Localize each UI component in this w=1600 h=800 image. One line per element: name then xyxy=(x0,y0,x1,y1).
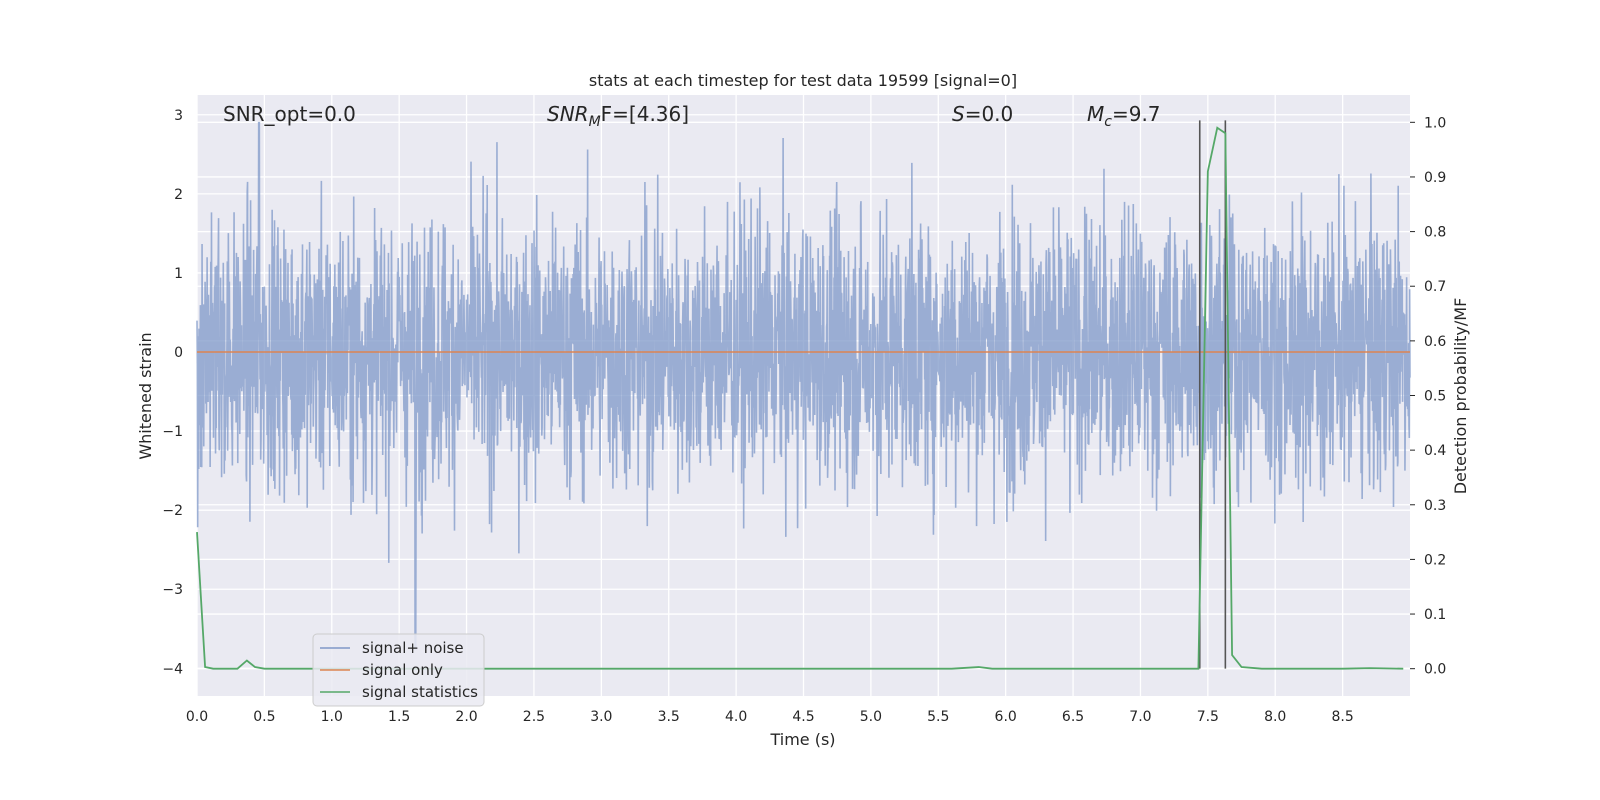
annotation-mc-value: =9.7 xyxy=(1112,102,1161,126)
y-axis-left-label: Whitened strain xyxy=(136,332,155,459)
y-right-tick-label: 0.6 xyxy=(1424,334,1446,350)
x-axis-label: Time (s) xyxy=(769,730,835,749)
y-axis-right-ticks: 0.0 0.1 0.2 0.3 0.4 0.5 0.6 0.7 0.8 0.9 1.0 xyxy=(1410,115,1446,678)
x-tick-label: 6.5 xyxy=(1062,709,1084,725)
chart-title: stats at each timestep for test data 195… xyxy=(589,71,1017,90)
y-left-tick-label: −1 xyxy=(162,424,183,440)
y-right-tick-label: 0.0 xyxy=(1424,662,1446,678)
annotation-s-label: S xyxy=(952,102,965,126)
annotation-mc-sub: c xyxy=(1104,114,1112,130)
x-tick-label: 4.5 xyxy=(792,709,814,725)
legend: signal+ noise signal only signal statist… xyxy=(312,633,485,707)
y-right-tick-label: 0.5 xyxy=(1424,389,1446,405)
x-tick-label: 2.0 xyxy=(455,709,477,725)
x-tick-label: 7.5 xyxy=(1197,709,1219,725)
x-axis-ticks: 0.0 0.5 1.0 1.5 2.0 2.5 3.0 3.5 4.0 4.5 5.0 5.5 6.0 6… xyxy=(186,709,1354,725)
annotations: SNR_opt=0.0 SNRMF=[4.36] S=0.0 Mc=9.7 xyxy=(223,102,1161,130)
y-axis-left-ticks: −4 −3 −2 −1 0 1 2 3 xyxy=(162,108,183,678)
x-tick-label: 6.0 xyxy=(995,709,1017,725)
legend-label-signal-only: signal only xyxy=(362,661,443,679)
y-left-tick-label: 2 xyxy=(174,187,183,203)
annotation-s-value: =0.0 xyxy=(965,102,1014,126)
x-tick-label: 2.5 xyxy=(523,709,545,725)
x-tick-label: 4.0 xyxy=(725,709,747,725)
annotation-snr-mf-tail: F=[4.36] xyxy=(601,102,689,126)
annotation-mc: Mc=9.7 xyxy=(1087,102,1161,130)
annotation-snr-mf: SNRMF=[4.36] xyxy=(547,102,689,130)
annotation-snr-mf-base: SNR xyxy=(547,102,589,126)
x-tick-label: 1.5 xyxy=(388,709,410,725)
x-tick-label: 1.0 xyxy=(321,709,343,725)
x-tick-label: 0.0 xyxy=(186,709,208,725)
y-right-tick-label: 0.2 xyxy=(1424,552,1446,568)
y-left-tick-label: −2 xyxy=(162,503,183,519)
y-left-tick-label: 3 xyxy=(174,108,183,124)
y-left-tick-label: −3 xyxy=(162,582,183,598)
y-left-tick-label: −4 xyxy=(162,661,183,677)
x-tick-label: 0.5 xyxy=(253,709,275,725)
series-signal-noise xyxy=(196,121,1411,650)
y-left-tick-label: 0 xyxy=(174,345,183,361)
y-right-tick-label: 0.4 xyxy=(1424,443,1446,459)
y-right-tick-label: 0.1 xyxy=(1424,607,1446,623)
x-tick-label: 3.5 xyxy=(658,709,680,725)
y-left-tick-label: 1 xyxy=(174,266,183,282)
annotation-s: S=0.0 xyxy=(952,102,1013,126)
series-signal-statistics xyxy=(196,126,1404,670)
legend-label-signal-statistics: signal statistics xyxy=(362,683,478,701)
legend-box xyxy=(312,633,485,707)
y-right-tick-label: 0.8 xyxy=(1424,225,1446,241)
legend-label-signal-noise: signal+ noise xyxy=(362,639,464,657)
x-tick-label: 8.0 xyxy=(1264,709,1286,725)
x-tick-label: 3.0 xyxy=(590,709,612,725)
line-signal-statistics xyxy=(196,126,1404,670)
annotation-snr-opt: SNR_opt=0.0 xyxy=(223,102,356,126)
annotation-mc-base: M xyxy=(1087,102,1104,126)
y-right-tick-label: 1.0 xyxy=(1424,115,1446,131)
y-right-tick-label: 0.7 xyxy=(1424,279,1446,295)
y-axis-right-label: Detection probability/MF xyxy=(1451,298,1470,495)
y-right-tick-label: 0.9 xyxy=(1424,170,1446,186)
x-tick-label: 5.5 xyxy=(927,709,949,725)
x-tick-label: 7.0 xyxy=(1129,709,1151,725)
annotation-snr-mf-sub: M xyxy=(589,114,601,130)
x-tick-label: 5.0 xyxy=(860,709,882,725)
y-right-tick-label: 0.3 xyxy=(1424,498,1446,514)
x-tick-label: 8.5 xyxy=(1331,709,1353,725)
line-signal-noise xyxy=(196,121,1411,650)
